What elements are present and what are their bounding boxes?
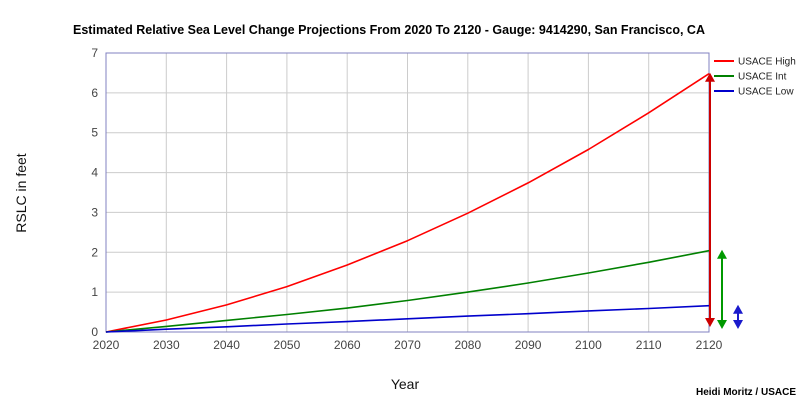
y-axis-title: RSLC in feet: [13, 153, 29, 232]
legend-label-usace-int: USACE Int: [738, 72, 787, 83]
range-arrows: [705, 72, 743, 330]
y-tick-label: 0: [91, 325, 98, 339]
y-tick-label: 2: [91, 245, 98, 259]
x-tick-label: 2060: [334, 338, 361, 352]
grid: [106, 53, 709, 332]
series-line-usace-low: [105, 304, 710, 333]
legend: USACE High USACE Int USACE Low: [714, 57, 796, 98]
y-tick-label: 4: [91, 166, 98, 180]
series-lines: [105, 73, 710, 333]
series-line-usace-int: [105, 249, 710, 333]
y-tick-label: 3: [91, 205, 98, 219]
legend-label-usace-low: USACE Low: [738, 87, 794, 98]
x-axis-title: Year: [391, 376, 420, 392]
x-tick-label: 2020: [93, 338, 120, 352]
x-tick-label: 2030: [153, 338, 180, 352]
x-tick-label: 2050: [274, 338, 301, 352]
y-tick-label: 7: [91, 46, 98, 60]
x-tick-label: 2100: [575, 338, 602, 352]
y-tick-label: 5: [91, 126, 98, 140]
legend-label-usace-high: USACE High: [738, 57, 796, 68]
range-arrow-usace-low: [733, 304, 743, 330]
series-line-usace-high: [105, 73, 710, 333]
y-tick-label: 1: [91, 285, 98, 299]
range-arrow-usace-high: [705, 72, 715, 328]
tick-labels: 0 1 2 3 4 5 6 7 2020 2030 2040 2050 2060 2070 2080 2090…: [91, 46, 722, 352]
chart-title: Estimated Relative Sea Level Change Proj…: [73, 23, 705, 37]
x-tick-label: 2080: [454, 338, 481, 352]
x-tick-label: 2120: [696, 338, 723, 352]
x-tick-label: 2070: [394, 338, 421, 352]
range-arrow-usace-int: [717, 249, 727, 330]
x-tick-label: 2110: [636, 338, 662, 352]
credit-text: Heidi Moritz / USACE: [696, 387, 796, 398]
x-tick-label: 2040: [213, 338, 240, 352]
x-tick-label: 2090: [515, 338, 542, 352]
y-tick-label: 6: [91, 86, 98, 100]
